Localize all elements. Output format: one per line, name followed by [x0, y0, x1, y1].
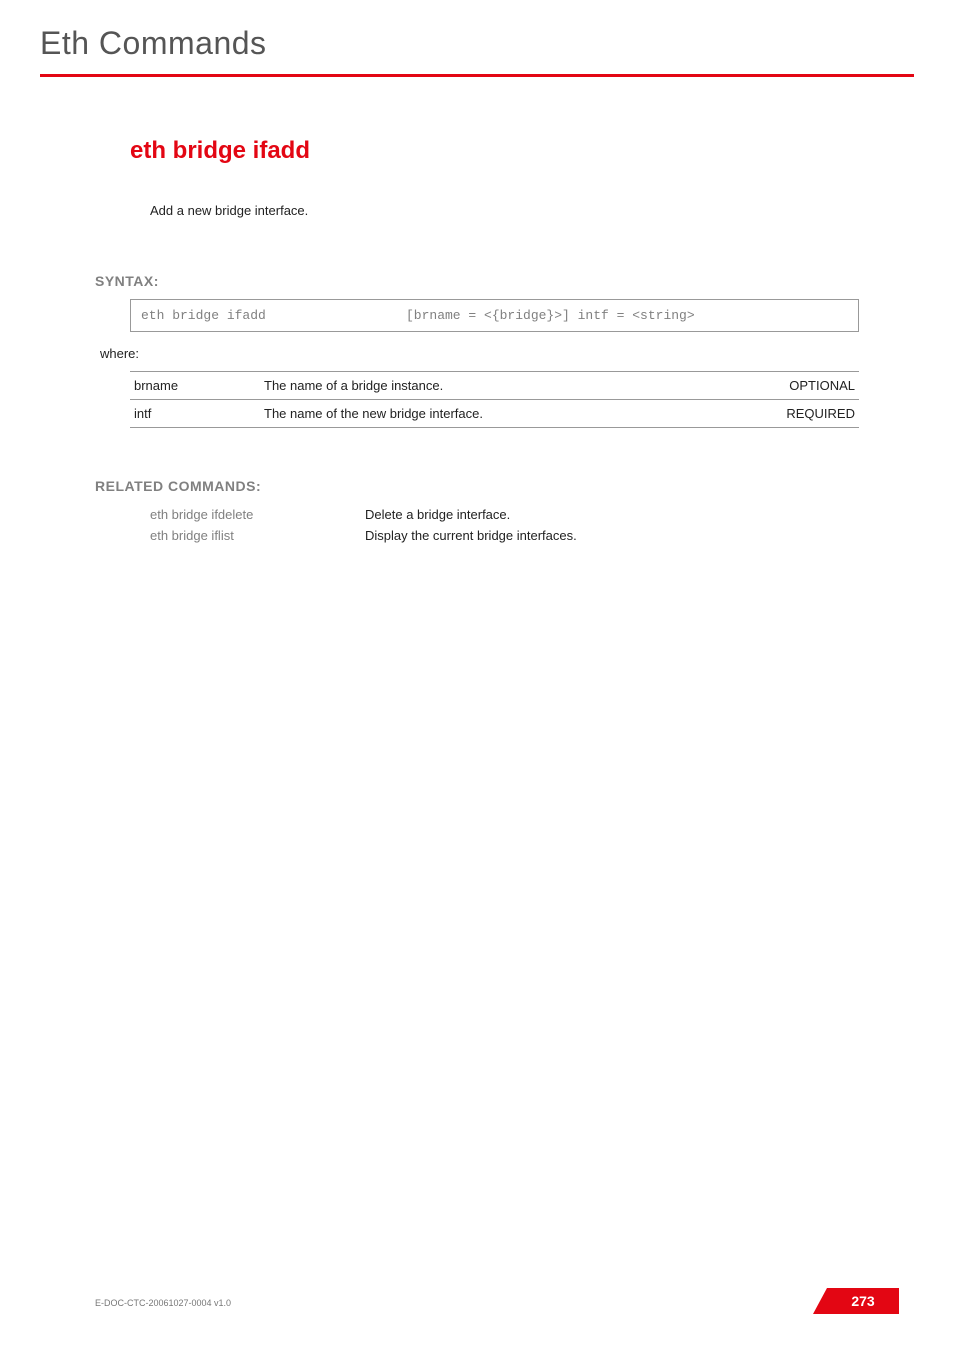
params-table: brname The name of a bridge instance. OP…	[130, 371, 859, 428]
related-row: eth bridge ifdelete Delete a bridge inte…	[150, 504, 859, 525]
page-number: 273	[827, 1288, 899, 1314]
param-required: REQUIRED	[759, 400, 859, 428]
command-title: eth bridge ifadd	[130, 137, 859, 165]
related-description: Display the current bridge interfaces.	[365, 528, 577, 543]
syntax-box: eth bridge ifadd [brname = <{bridge}>] i…	[130, 299, 859, 332]
syntax-label: SYNTAX:	[95, 273, 859, 289]
related-command: eth bridge iflist	[150, 528, 365, 543]
command-description: Add a new bridge interface.	[150, 203, 859, 218]
param-required: OPTIONAL	[759, 372, 859, 400]
param-name: brname	[130, 372, 260, 400]
related-command: eth bridge ifdelete	[150, 507, 365, 522]
page-number-badge: 273	[814, 1288, 899, 1314]
param-desc: The name of the new bridge interface.	[260, 400, 759, 428]
related-row: eth bridge iflist Display the current br…	[150, 525, 859, 546]
content-area: eth bridge ifadd Add a new bridge interf…	[0, 77, 954, 546]
page-footer: E-DOC-CTC-20061027-0004 v1.0 273	[0, 1286, 954, 1314]
badge-triangle	[813, 1288, 827, 1314]
related-description: Delete a bridge interface.	[365, 507, 510, 522]
where-label: where:	[100, 346, 859, 361]
related-label: RELATED COMMANDS:	[95, 478, 859, 494]
syntax-command: eth bridge ifadd	[141, 308, 406, 323]
chapter-title: Eth Commands	[0, 0, 954, 74]
syntax-arguments: [brname = <{bridge}>] intf = <string>	[406, 308, 848, 323]
doc-id: E-DOC-CTC-20061027-0004 v1.0	[95, 1298, 231, 1308]
table-row: brname The name of a bridge instance. OP…	[130, 372, 859, 400]
param-name: intf	[130, 400, 260, 428]
table-row: intf The name of the new bridge interfac…	[130, 400, 859, 428]
param-desc: The name of a bridge instance.	[260, 372, 759, 400]
